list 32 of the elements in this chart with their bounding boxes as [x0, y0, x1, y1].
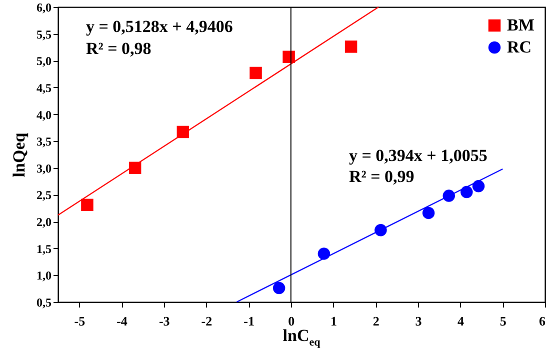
legend-label: BM — [507, 16, 534, 34]
y-tick-label: 3,0 — [36, 161, 52, 176]
annotation: y = 0,5128x + 4,9406 — [86, 17, 233, 36]
x-tick-label: 0 — [288, 314, 295, 328]
y-tick-label: 3,5 — [36, 134, 52, 149]
x-tick-label: 6 — [539, 314, 546, 328]
x-tick-label: -4 — [116, 314, 128, 328]
y-tick-label: 5,5 — [36, 27, 52, 42]
x-axis-title: lnC$_{eq}$ — [282, 326, 320, 348]
x-tick-label: 4 — [458, 314, 465, 328]
x-tick-label: 2 — [372, 314, 380, 328]
annotation: y = 0,394x + 1,0055 — [349, 146, 488, 165]
y-tick-label: 1,5 — [36, 242, 52, 256]
x-tick-label: -3 — [158, 314, 170, 328]
x-tick-label: -2 — [201, 314, 212, 328]
y-tick-label: 4,5 — [36, 80, 52, 95]
y-tick-label: 4,0 — [36, 108, 52, 122]
annotation: R² = 0,98 — [86, 39, 152, 58]
y-axis-title: lnQeq — [10, 132, 28, 178]
y-tick-label: 5,0 — [36, 54, 52, 68]
y-tick-label: 0,5 — [36, 296, 52, 310]
x-tick-label: 5 — [500, 314, 507, 328]
annotation: R² = 0,99 — [349, 167, 414, 186]
y-tick-label: 1,0 — [36, 268, 52, 283]
legend-label: RC — [507, 38, 532, 56]
y-tick-label: 2,5 — [36, 188, 52, 202]
x-tick-label: 1 — [330, 314, 338, 328]
x-tick-label: -1 — [244, 314, 254, 328]
y-tick-label: 6,0 — [36, 0, 52, 14]
x-tick-label: -5 — [74, 314, 86, 328]
x-tick-label: 3 — [415, 314, 422, 328]
y-tick-label: 2,0 — [36, 215, 52, 230]
